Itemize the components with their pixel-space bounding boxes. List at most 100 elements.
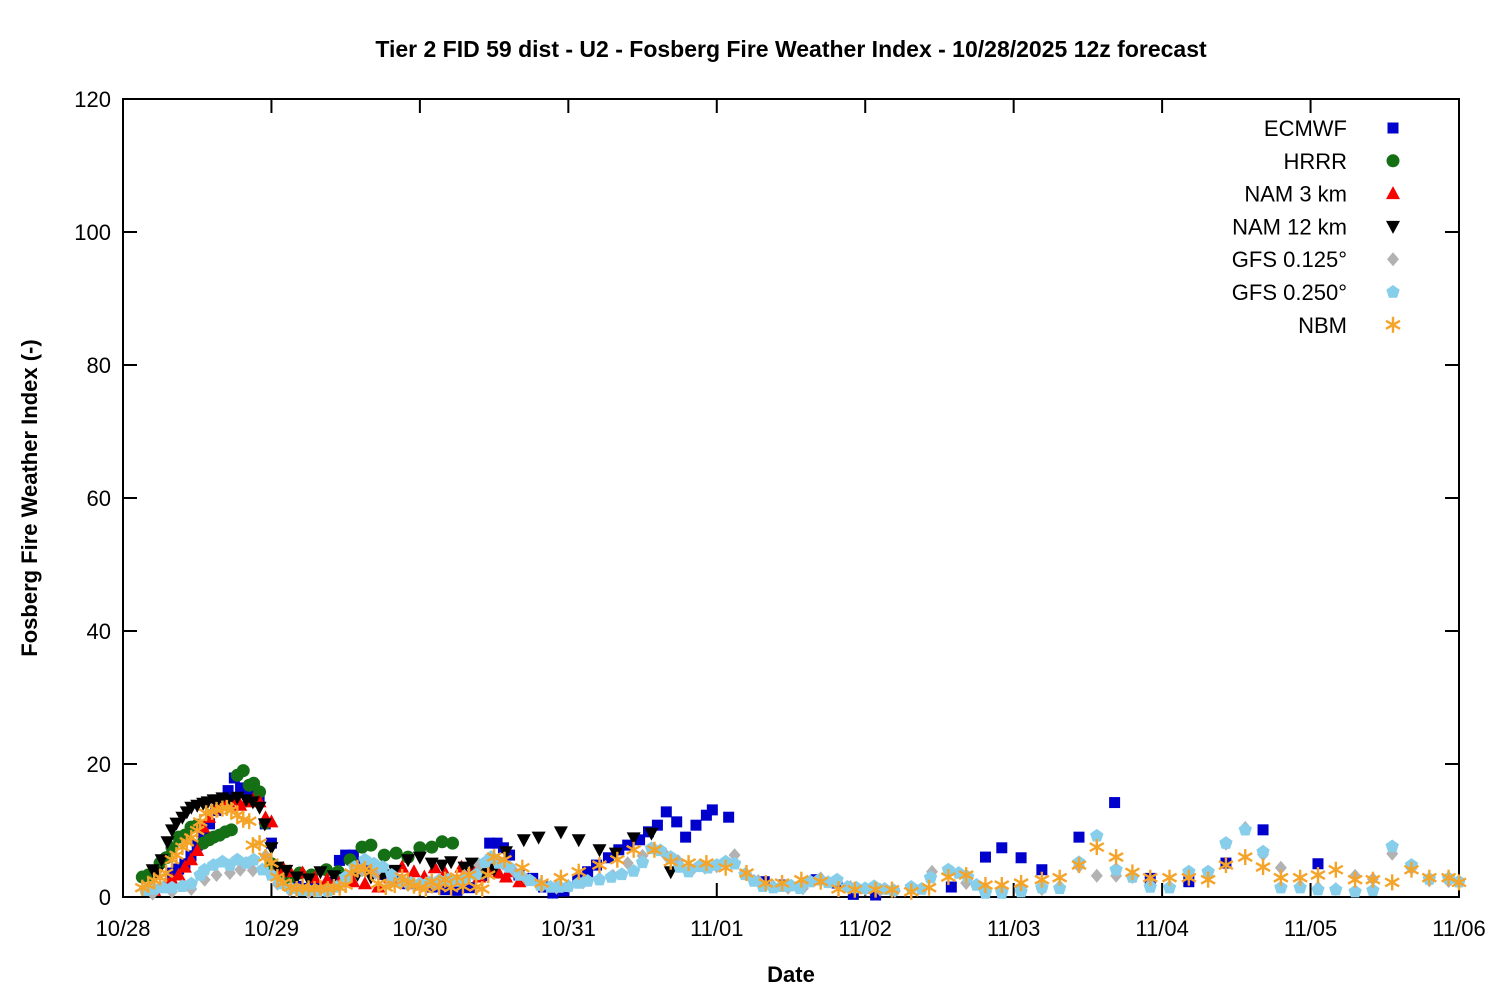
data-point (977, 877, 994, 894)
data-point (884, 881, 900, 898)
data-point (246, 852, 261, 866)
data-point (1329, 882, 1343, 896)
data-point (190, 842, 205, 856)
data-point (1181, 869, 1197, 886)
x-tick-label: 11/04 (1135, 916, 1188, 941)
data-point (1348, 884, 1362, 898)
pentagon-icon (1386, 285, 1400, 298)
y-tick-label: 100 (74, 220, 111, 245)
data-point (496, 851, 513, 868)
data-point (1089, 839, 1105, 856)
data-point (1090, 868, 1103, 883)
data-point (646, 841, 663, 858)
data-point (344, 865, 360, 882)
data-point (183, 852, 198, 866)
data-point (1403, 861, 1420, 878)
data-point (651, 819, 663, 831)
data-point (1273, 869, 1289, 886)
data-point (690, 819, 702, 831)
data-point (313, 866, 328, 880)
legend-label: NBM (1298, 313, 1347, 338)
data-point (1036, 864, 1048, 876)
data-point (945, 881, 957, 893)
data-point (491, 837, 503, 849)
data-point (1384, 874, 1400, 891)
legend-label: GFS 0.125° (1232, 247, 1347, 272)
data-point (1310, 867, 1326, 884)
data-point (1328, 861, 1344, 878)
data-point (1237, 849, 1253, 866)
data-point (378, 879, 394, 896)
legend-item-ecmwf: ECMWF (1264, 116, 1399, 141)
data-point (364, 838, 378, 852)
data-point (592, 872, 607, 886)
data-point (1365, 871, 1381, 888)
data-point (377, 848, 391, 862)
data-point (164, 872, 179, 886)
data-point (591, 859, 603, 871)
y-tick-label: 120 (74, 87, 111, 112)
data-point (169, 817, 184, 831)
data-point (247, 786, 259, 798)
data-point (444, 856, 459, 870)
legend: ECMWF HRRR NAM 3 km NAM 12 km GFS 0.125° GFS … (1232, 116, 1401, 338)
y-tick-label: 20 (87, 752, 111, 777)
data-point (425, 840, 439, 854)
data-point (680, 855, 697, 872)
data-point (251, 835, 268, 852)
data-point (758, 875, 774, 892)
data-point (457, 861, 472, 875)
data-point (480, 867, 496, 884)
data-point (357, 876, 372, 890)
data-point (591, 857, 608, 874)
data-point (1219, 836, 1233, 849)
data-point (727, 856, 742, 870)
data-point (484, 837, 496, 849)
x-axis-title: Date (767, 962, 815, 987)
data-point (184, 876, 198, 890)
data-point (653, 843, 668, 857)
data-point (1013, 875, 1029, 892)
data-point (592, 844, 607, 858)
data-point (644, 827, 659, 841)
data-point (700, 809, 712, 821)
legend-label: GFS 0.250° (1232, 280, 1347, 305)
data-point (1200, 871, 1216, 888)
data-point (413, 841, 427, 855)
data-point (940, 869, 956, 886)
data-point (626, 832, 641, 846)
data-point (1090, 828, 1104, 842)
data-point (1347, 871, 1363, 888)
data-point (723, 811, 735, 823)
series-nbm (134, 799, 1467, 900)
data-point (338, 877, 354, 894)
data-point (1238, 822, 1252, 836)
data-point (1071, 857, 1087, 874)
data-point (830, 872, 844, 886)
data-point (320, 872, 335, 886)
data-point (1366, 883, 1380, 897)
data-point (552, 880, 567, 893)
data-point (958, 867, 974, 884)
data-point (706, 804, 718, 816)
data-point (738, 865, 755, 882)
data-point (264, 842, 279, 856)
chart-title: Tier 2 FID 59 dist - U2 - Fosberg Fire W… (375, 36, 1207, 62)
data-point (516, 834, 531, 848)
data-point (363, 863, 379, 880)
data-point (604, 870, 619, 883)
data-point (1108, 849, 1124, 866)
data-point (241, 813, 257, 830)
series-gfs-0-250- (138, 822, 1466, 899)
data-point (224, 823, 238, 837)
data-point (446, 836, 460, 850)
x-tick-label: 11/01 (690, 916, 743, 941)
data-point (615, 867, 629, 881)
data-point (427, 860, 442, 874)
data-point (269, 869, 285, 886)
data-point (245, 796, 260, 810)
data-point (289, 871, 304, 885)
data-point (514, 859, 530, 876)
data-point (663, 853, 679, 870)
data-point (1124, 864, 1141, 881)
